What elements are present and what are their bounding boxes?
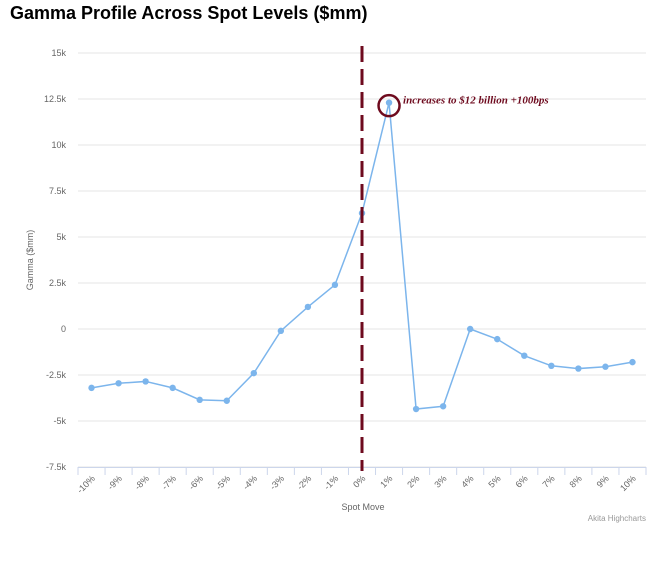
peak-highlight-circle	[377, 93, 401, 118]
x-tick-label: -1%	[322, 473, 340, 491]
x-tick-label: -10%	[75, 473, 97, 495]
x-tick-label: -4%	[241, 473, 259, 491]
data-point	[521, 352, 528, 359]
x-tick-label: 10%	[618, 473, 638, 493]
chart-title: Gamma Profile Across Spot Levels ($mm)	[10, 3, 368, 23]
data-point	[223, 397, 230, 404]
x-tick-label: -3%	[268, 473, 286, 491]
data-point	[142, 378, 149, 385]
data-point	[385, 99, 393, 106]
data-point	[115, 380, 122, 387]
y-tick-label: 0	[61, 324, 66, 334]
data-point	[575, 365, 582, 372]
peak-annotation: increases to $12 billion +100bps	[403, 95, 549, 107]
data-point	[88, 384, 95, 392]
y-tick-label: 5k	[56, 232, 66, 242]
data-point	[548, 362, 555, 369]
x-tick-label: 7%	[540, 473, 556, 489]
series-gamma	[88, 99, 636, 413]
x-tick-label: 5%	[486, 473, 502, 489]
y-tick-label: 7.5k	[49, 186, 67, 196]
x-tick-label: 6%	[513, 473, 529, 489]
data-point	[304, 303, 312, 311]
x-tick-label: 4%	[459, 473, 475, 489]
data-point	[494, 335, 501, 343]
x-tick-label: -8%	[133, 473, 151, 491]
data-point	[196, 396, 203, 404]
data-point	[250, 369, 258, 377]
y-tick-label: -2.5k	[46, 370, 67, 380]
x-tick-label: 9%	[595, 473, 611, 489]
x-tick-label: -5%	[214, 473, 232, 491]
x-axis-tick-labels: -10% -9% -8% -7% -6% -5% -4% -3% -2% -1% 0% 1% 2% 3% 4…	[75, 467, 647, 495]
y-tick-label: -5k	[53, 416, 66, 426]
credit-label: Akita Highcharts	[588, 514, 646, 523]
x-tick-label: 8%	[568, 473, 584, 489]
x-axis-title: Spot Move	[341, 502, 384, 512]
y-tick-label: -7.5k	[46, 462, 67, 472]
data-point	[169, 384, 176, 392]
x-tick-label: 3%	[432, 473, 448, 489]
y-tick-label: 2.5k	[49, 278, 67, 288]
data-point	[412, 405, 420, 413]
x-tick-label: -2%	[295, 473, 313, 491]
x-tick-label: 1%	[378, 473, 394, 489]
data-point	[277, 327, 285, 335]
y-tick-label: 12.5k	[44, 94, 67, 104]
x-tick-label: -6%	[187, 473, 205, 491]
data-point	[439, 403, 447, 410]
y-axis-tick-labels: 15k 12.5k 10k 7.5k 5k 2.5k 0 -2.5k -5k -7.5k	[44, 48, 67, 472]
x-tick-label: -7%	[160, 473, 178, 491]
data-point	[629, 358, 636, 366]
y-tick-label: 15k	[51, 48, 66, 58]
y-axis-title: Gamma ($mm)	[25, 230, 35, 291]
y-tick-label: 10k	[51, 140, 66, 150]
x-tick-label: 2%	[405, 473, 421, 489]
data-point	[466, 325, 474, 333]
x-tick-label: 0%	[351, 473, 367, 489]
x-tick-label: -9%	[106, 473, 124, 491]
data-point	[331, 281, 339, 289]
data-point	[602, 363, 609, 370]
